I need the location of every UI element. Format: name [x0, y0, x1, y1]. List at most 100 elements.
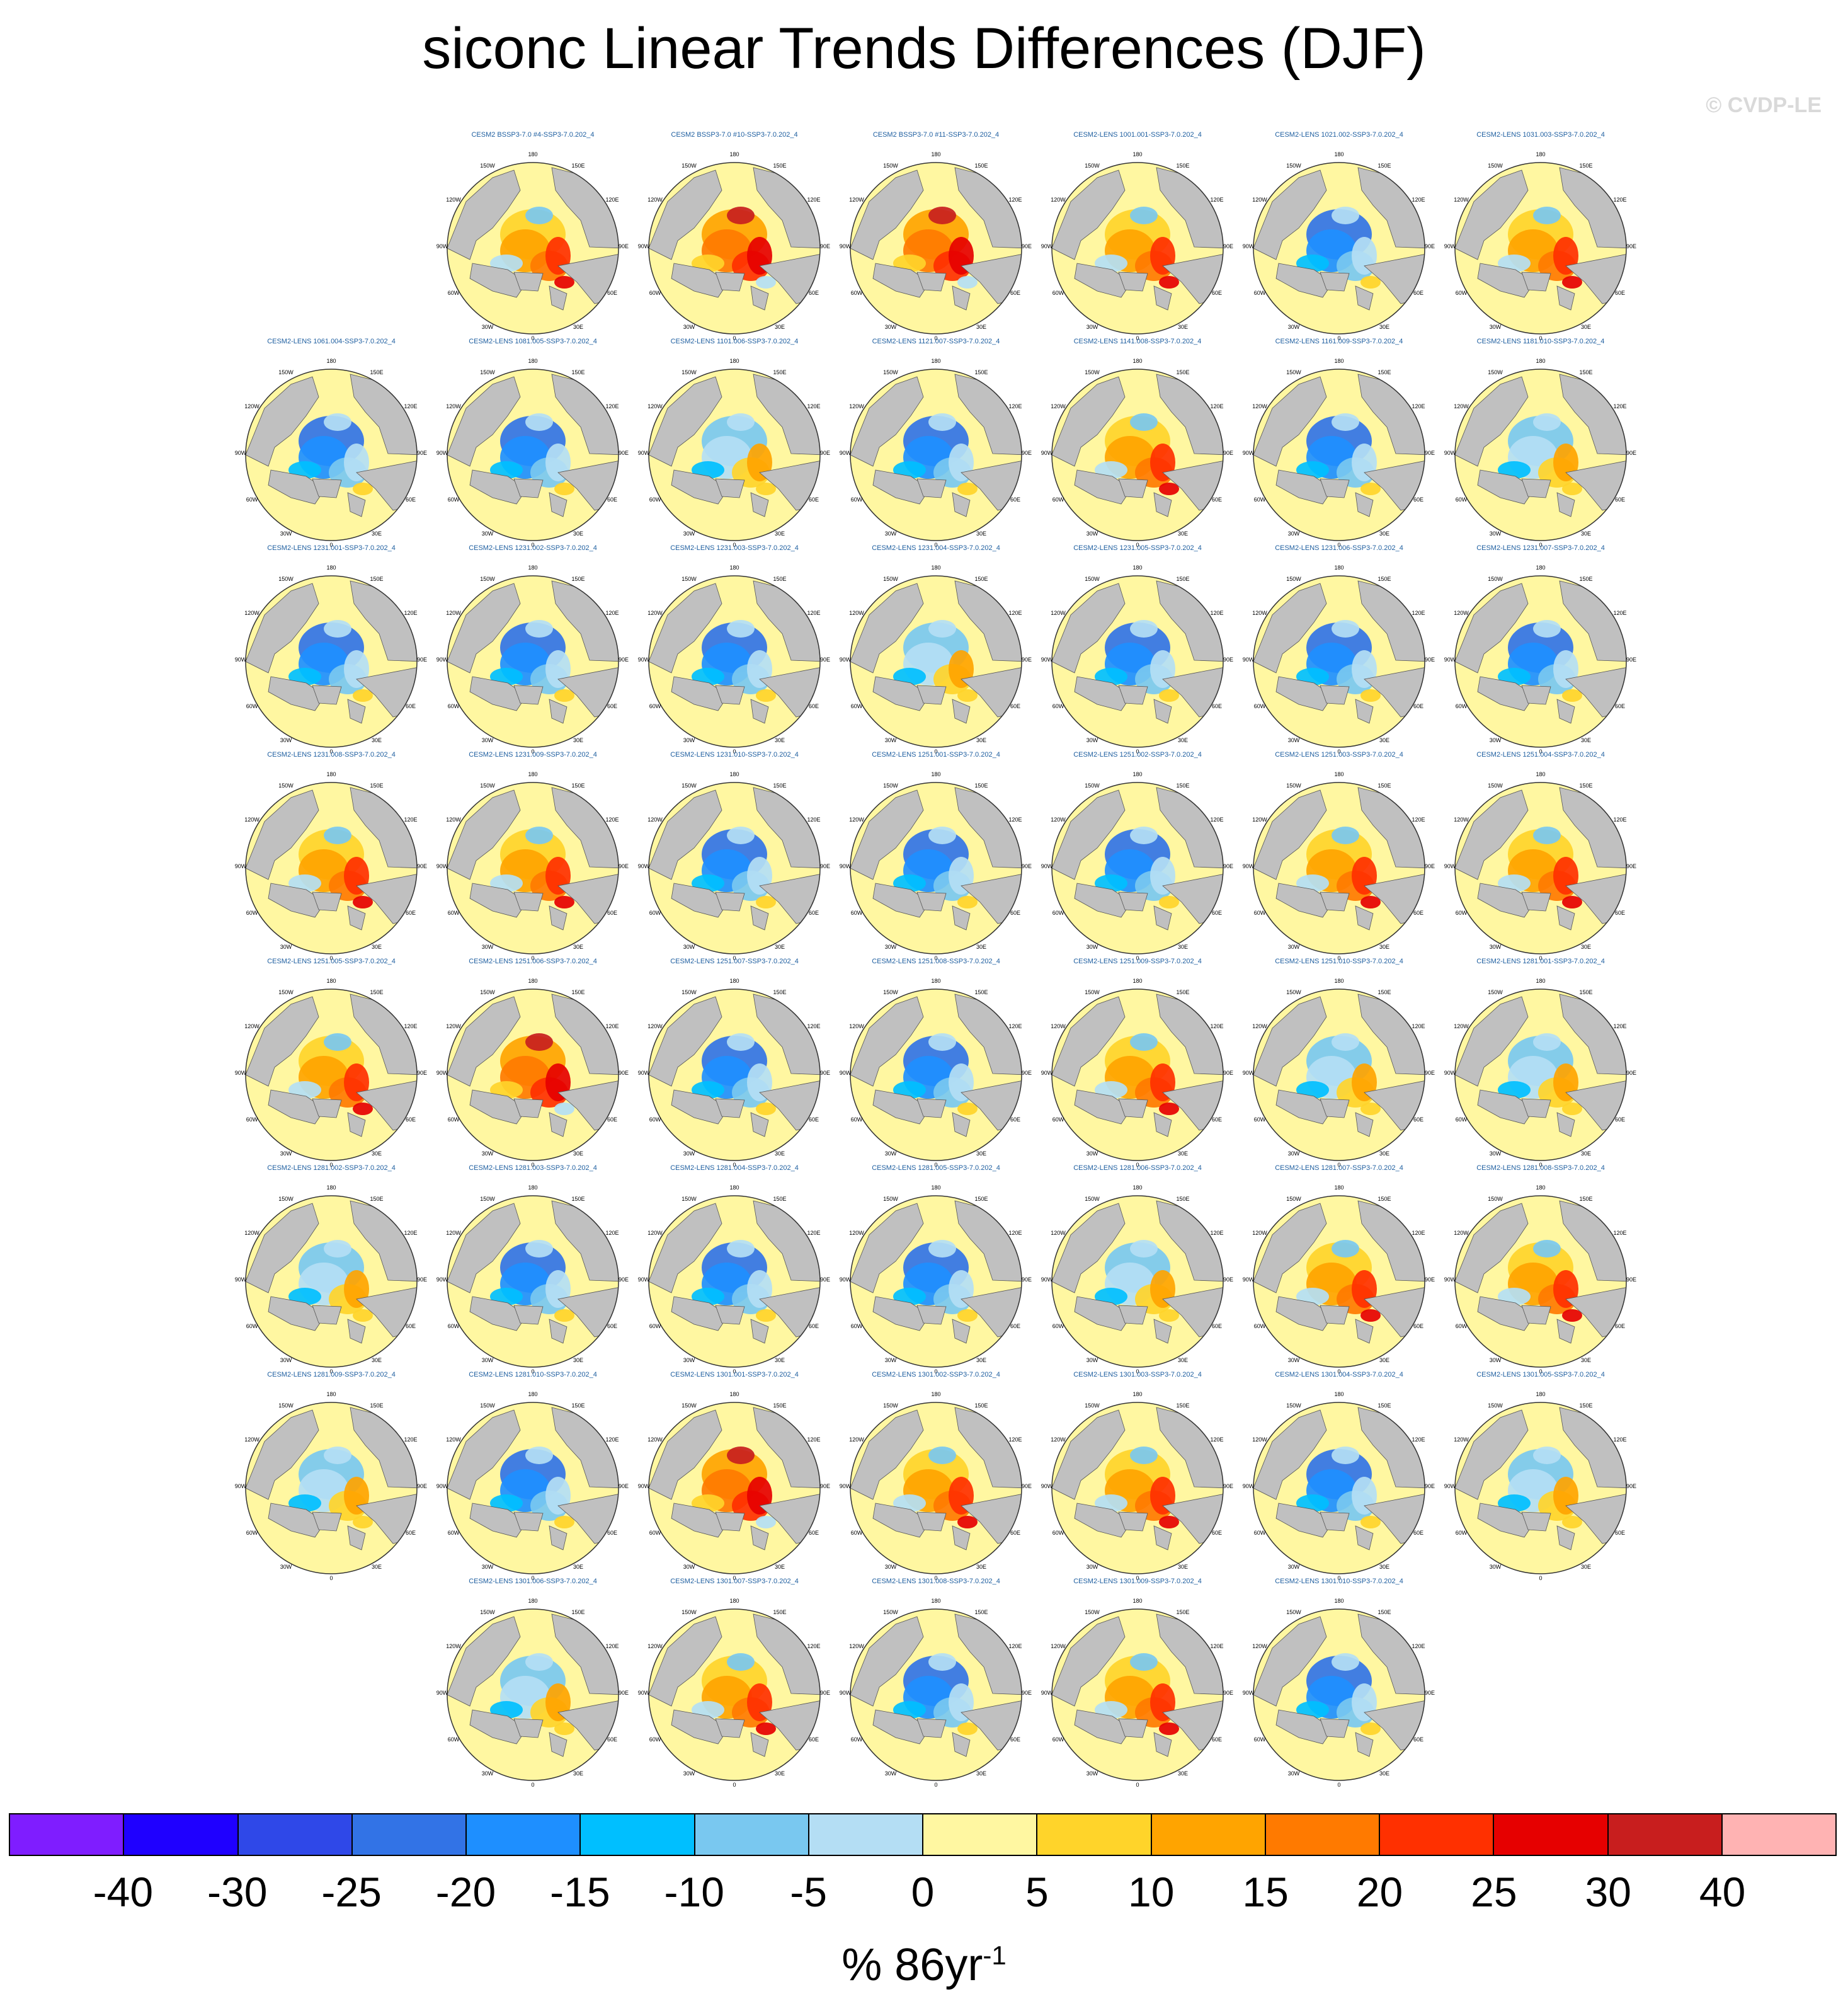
land-mass	[872, 1296, 930, 1331]
longitude-label: 30W	[280, 1150, 292, 1157]
land-mass	[1118, 685, 1148, 705]
panel-title: CESM2-LENS 1251.001-SSP3-7.0.202_4	[872, 751, 1000, 759]
land-mass	[952, 285, 971, 311]
panel-title: CESM2-LENS 1001.001-SSP3-7.0.202_4	[1073, 131, 1202, 139]
land-mass	[1455, 583, 1529, 673]
sea-ice-trend-patch	[1360, 896, 1381, 908]
land-mass	[246, 996, 319, 1087]
longitude-label: 0	[733, 1368, 736, 1375]
sea-ice-trend-patch	[1562, 1516, 1582, 1528]
land-mass	[469, 1089, 527, 1125]
longitude-label: 90W	[235, 863, 247, 869]
panel-title: CESM2-LENS 1101.006-SSP3-7.0.202_4	[670, 338, 799, 345]
polar-map: 180 150E 120E 90E 60E 30E 0 30W 60W 90W 120W 150W	[638, 151, 830, 341]
map-border	[850, 162, 1022, 335]
longitude-label: 150W	[883, 1402, 898, 1409]
longitude-label: 60W	[649, 1323, 661, 1329]
map-panel: CESM2-LENS 1141.008-SSP3-7.0.202_4 180 150…	[1037, 338, 1238, 548]
longitude-label: 90W	[1041, 1276, 1053, 1283]
sea-ice-trend-patch	[957, 689, 978, 702]
map-border	[1253, 988, 1425, 1161]
land-mass	[872, 1503, 930, 1538]
longitude-label: 120E	[807, 403, 820, 410]
sea-ice-trend-patch	[1533, 1240, 1561, 1258]
map-border	[850, 1608, 1022, 1781]
longitude-label: 120W	[1454, 1023, 1469, 1029]
longitude-label: 150W	[480, 1609, 495, 1615]
sea-ice-trend-patch	[1562, 1103, 1582, 1115]
longitude-label: 60W	[246, 1116, 258, 1123]
land-mass	[1477, 883, 1535, 918]
sea-ice-trend-patch	[554, 276, 574, 289]
polar-map: 180 150E 120E 90E 60E 30E 0 30W 60W 90W 120W 150W	[1444, 1184, 1636, 1375]
longitude-label: 180	[326, 564, 336, 571]
longitude-label: 180	[729, 564, 739, 571]
land-mass	[347, 1112, 366, 1137]
longitude-label: 150E	[1377, 163, 1391, 169]
longitude-label: 60E	[1413, 290, 1423, 296]
land-mass	[1455, 1203, 1529, 1293]
longitude-label: 30E	[1178, 324, 1188, 330]
sea-ice-trend-patch	[1159, 1516, 1179, 1528]
land-mass	[1477, 676, 1535, 711]
longitude-label: 150E	[773, 369, 786, 375]
sea-ice-trend-patch	[928, 827, 956, 844]
land-mass	[916, 685, 947, 705]
longitude-label: 90W	[235, 1276, 247, 1283]
longitude-label: 60W	[448, 496, 460, 503]
land-mass	[671, 676, 729, 711]
longitude-label: 180	[1536, 978, 1545, 984]
longitude-label: 120E	[1210, 403, 1223, 410]
panel-title: CESM2-LENS 1301.001-SSP3-7.0.202_4	[670, 1371, 799, 1378]
longitude-label: 90E	[820, 656, 830, 663]
land-mass	[1275, 1089, 1333, 1125]
longitude-label: 180	[729, 978, 739, 984]
map-panel: CESM2-LENS 1231.004-SSP3-7.0.202_4 180 150…	[835, 544, 1037, 755]
longitude-label: 90E	[619, 863, 629, 869]
longitude-label: 60W	[851, 910, 863, 916]
longitude-label: 120E	[605, 610, 619, 616]
land-mass	[312, 685, 342, 705]
longitude-label: 90W	[840, 450, 852, 456]
map-panel: CESM2-LENS 1251.010-SSP3-7.0.202_4 180 150…	[1238, 958, 1440, 1168]
polar-map: 180 150E 120E 90E 60E 30E 0 30W 60W 90W 120W 150W	[1243, 1598, 1435, 1788]
sea-ice-trend-patch	[1533, 1033, 1561, 1051]
sea-ice-trend-patch	[1332, 827, 1359, 844]
map-panel: CESM2-LENS 1301.010-SSP3-7.0.202_4 180 150…	[1238, 1578, 1440, 1788]
longitude-label: 60E	[1212, 496, 1222, 503]
longitude-label: 90W	[840, 863, 852, 869]
land-mass	[1556, 285, 1575, 311]
longitude-label: 120E	[1412, 1230, 1425, 1236]
map-border	[850, 782, 1022, 954]
map-border	[1051, 575, 1224, 748]
land-mass	[1253, 169, 1327, 260]
longitude-label: 120W	[1252, 1230, 1267, 1236]
longitude-label: 30E	[976, 737, 986, 743]
land-mass	[1521, 272, 1551, 292]
longitude-label: 180	[729, 358, 739, 364]
land-mass	[649, 376, 722, 467]
sea-ice-trend-patch	[756, 1103, 776, 1115]
longitude-label: 0	[1337, 748, 1340, 755]
sea-ice-trend-patch	[1360, 276, 1381, 289]
longitude-label: 60W	[448, 910, 460, 916]
panel-title: CESM2-LENS 1231.008-SSP3-7.0.202_4	[267, 751, 396, 759]
longitude-label: 60W	[1052, 1736, 1064, 1743]
longitude-label: 60W	[1052, 1530, 1064, 1536]
longitude-label: 30E	[573, 1357, 583, 1363]
longitude-label: 0	[531, 748, 534, 755]
map-panel: CESM2-LENS 1301.002-SSP3-7.0.202_4 180 150…	[835, 1371, 1037, 1581]
figure-title: siconc Linear Trends Differences (DJF)	[422, 16, 1426, 81]
colorbar-swatch	[238, 1814, 353, 1855]
colorbar-tick-label: 30	[1585, 1869, 1631, 1915]
longitude-label: 90W	[1041, 1070, 1053, 1076]
longitude-label: 60W	[649, 1530, 661, 1536]
longitude-label: 90E	[1425, 1276, 1435, 1283]
land-mass	[1455, 376, 1529, 467]
colorbar-swatch	[10, 1814, 125, 1855]
longitude-label: 60W	[649, 703, 661, 709]
sea-ice-trend-patch	[1159, 276, 1179, 289]
longitude-label: 150W	[883, 576, 898, 582]
polar-map: 180 150E 120E 90E 60E 30E 0 30W 60W 90W 120W 150W	[436, 771, 629, 961]
longitude-label: 150E	[1579, 1196, 1592, 1202]
